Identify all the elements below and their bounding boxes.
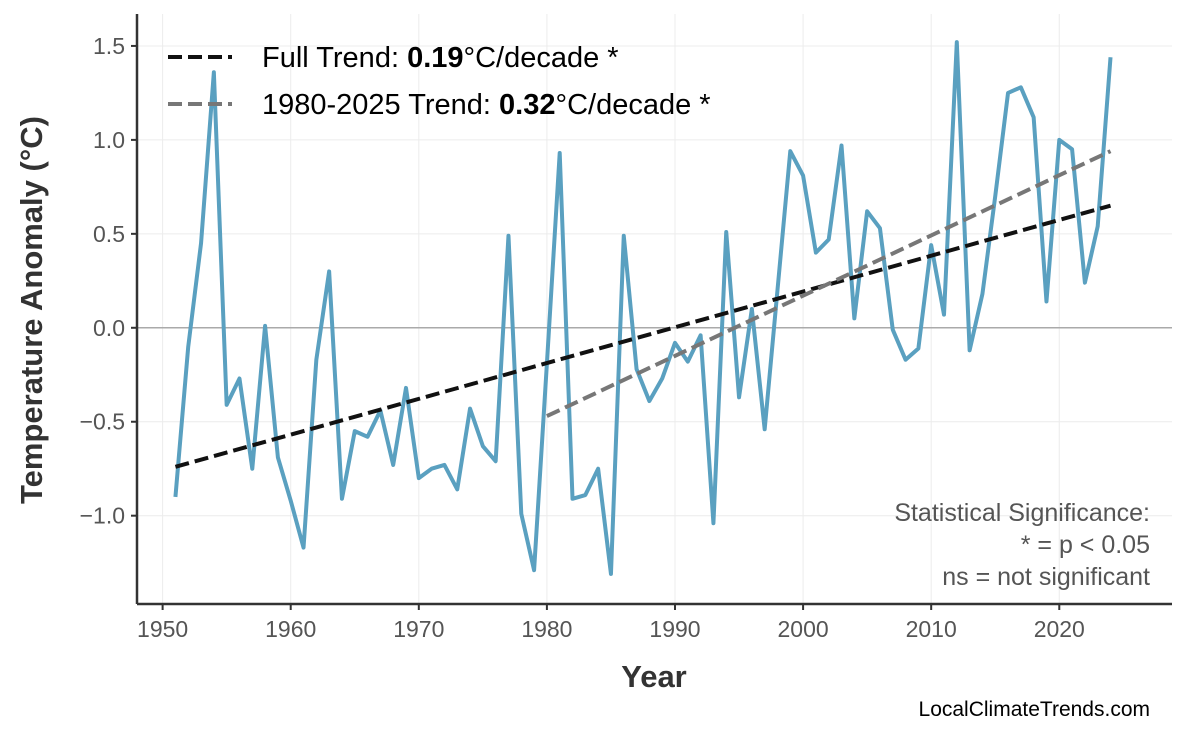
y-tick-label: −0.5 <box>80 409 125 435</box>
x-tick-label: 2020 <box>1034 616 1085 642</box>
y-tick-label: 0.0 <box>93 315 125 341</box>
note-line-2: * = p < 0.05 <box>1021 531 1150 559</box>
legend-full-trend-label: Full Trend: 0.19°C/decade * <box>262 42 619 74</box>
x-tick-label: 1980 <box>521 616 572 642</box>
x-tick-label: 2010 <box>906 616 957 642</box>
note-line-3: ns = not significant <box>942 563 1150 591</box>
y-axis-label: Temperature Anomaly (°C) <box>14 116 49 504</box>
legend-recent-trend-label: 1980-2025 Trend: 0.32°C/decade * <box>262 89 711 121</box>
y-tick-label: 1.0 <box>93 127 125 153</box>
x-tick-label: 1960 <box>265 616 316 642</box>
ticks: 1.5 1.0 0.5 0.0 −0.5 −1.0 1950 1960 1970 1980 1990… <box>80 33 1085 642</box>
y-tick-label: −1.0 <box>80 503 125 529</box>
grid <box>137 14 1172 604</box>
credit: LocalClimateTrends.com <box>919 698 1150 721</box>
legend: Full Trend: 0.19°C/decade * 1980-2025 Tr… <box>168 42 711 121</box>
x-tick-label: 1970 <box>393 616 444 642</box>
y-tick-label: 1.5 <box>93 33 125 59</box>
full-trend-line <box>174 203 1112 469</box>
recent-trend-line <box>546 149 1112 418</box>
significance-note: Statistical Significance: * = p < 0.05 n… <box>894 499 1150 591</box>
x-tick-label: 2000 <box>778 616 829 642</box>
x-tick-label: 1950 <box>137 616 188 642</box>
y-tick-label: 0.5 <box>93 221 125 247</box>
marks <box>137 40 1172 576</box>
x-axis-label: Year <box>621 659 687 694</box>
x-tick-label: 1990 <box>649 616 700 642</box>
temperature-anomaly-series <box>173 40 1113 576</box>
note-line-1: Statistical Significance: <box>894 499 1150 527</box>
